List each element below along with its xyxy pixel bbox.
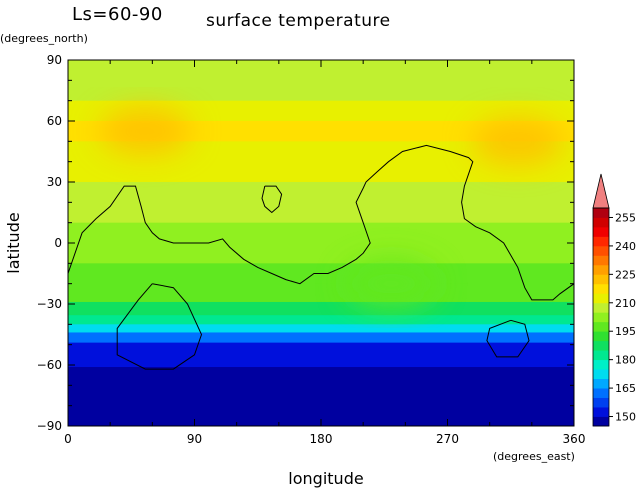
colorbar-swatch <box>593 321 609 332</box>
colorbar-swatch <box>593 274 609 285</box>
colorbar-swatch <box>593 293 609 304</box>
temperature-extremum <box>99 107 192 156</box>
temperature-band <box>68 222 574 244</box>
colorbar-swatch <box>593 264 609 275</box>
colorbar-tick-label: 255 <box>615 211 636 224</box>
colorbar-swatch <box>593 217 609 228</box>
x-unit-label: (degrees_east) <box>493 450 575 463</box>
colorbar-tick-label: 240 <box>615 240 636 253</box>
season-label: Ls=60-90 <box>72 4 163 25</box>
temperature-band <box>68 182 574 203</box>
temperature-band <box>68 342 574 368</box>
temperature-extremum <box>345 259 438 308</box>
temperature-band <box>68 301 574 316</box>
y-tick-label: −90 <box>37 419 62 433</box>
x-tick-label: 90 <box>187 432 202 446</box>
colorbar-swatch <box>593 340 609 351</box>
colorbar-swatch <box>593 369 609 380</box>
colorbar-swatch <box>593 226 609 237</box>
y-tick-label: −30 <box>37 297 62 311</box>
colorbar-swatch <box>593 208 609 218</box>
colorbar-frame <box>592 207 610 427</box>
topography-contours <box>68 144 574 370</box>
colorbar-swatch <box>593 388 609 398</box>
contour-line <box>486 319 530 358</box>
temperature-band <box>68 141 574 163</box>
x-tick-label: 360 <box>563 432 586 446</box>
y-tick-label: 60 <box>47 114 62 128</box>
contour-line <box>261 185 283 214</box>
y-tick-label: 0 <box>54 236 62 250</box>
y-axis-label: latitude <box>4 212 23 273</box>
temperature-band <box>68 100 574 122</box>
temperature-extrema <box>99 107 564 308</box>
colorbar-tick-label: 150 <box>615 411 636 424</box>
x-tick-label: 180 <box>310 432 333 446</box>
temperature-band <box>68 80 574 102</box>
colorbar-swatch <box>593 407 609 417</box>
colorbar-swatch <box>593 312 609 323</box>
x-tick-label: 0 <box>64 432 72 446</box>
temperature-band <box>68 315 574 325</box>
colorbar-swatch <box>593 302 609 313</box>
colorbar-swatch <box>593 255 609 266</box>
y-tick-label: −60 <box>37 358 62 372</box>
temperature-band <box>68 332 574 344</box>
temperature-band <box>68 202 574 224</box>
temperature-bands <box>68 60 574 426</box>
colorbar-arrow <box>592 173 610 209</box>
colorbar-swatch <box>593 245 609 256</box>
plot-area <box>68 60 574 426</box>
temperature-band <box>68 324 574 333</box>
contour-line <box>68 144 574 301</box>
colorbar-swatch <box>593 359 609 370</box>
x-tick-label: 270 <box>436 432 459 446</box>
temperature-band <box>68 367 574 402</box>
colorbar-tick-label: 210 <box>615 297 636 310</box>
x-axis-label: longitude <box>288 469 363 488</box>
temperature-band <box>68 121 574 142</box>
temperature-band <box>68 161 574 183</box>
colorbar-swatch <box>593 397 609 408</box>
y-tick-label: 90 <box>47 53 62 67</box>
colorbar-swatch <box>593 283 609 294</box>
colorbar-tick-label: 225 <box>615 268 636 281</box>
colorbar-tick-label: 195 <box>615 325 636 338</box>
chart-title: surface temperature <box>206 11 391 31</box>
colorbar-swatch <box>593 331 609 342</box>
contour-line <box>116 283 203 370</box>
colorbar-swatch <box>593 378 609 389</box>
temperature-band <box>68 283 574 303</box>
colorbar-tick-label: 165 <box>615 382 636 395</box>
colorbar-tick-label: 180 <box>615 354 636 367</box>
colorbar: 150 165 180 195 210 225 240 255 <box>592 173 636 427</box>
y-axis-ticks: 90 60 30 0 −30 −60 −90 <box>37 53 574 433</box>
temperature-band <box>68 243 574 264</box>
temperature-extremum <box>471 117 564 166</box>
colorbar-swatch <box>593 350 609 361</box>
colorbar-swatch <box>593 236 609 247</box>
y-unit-label: (degrees_north) <box>0 32 88 45</box>
colorbar-swatch <box>593 416 609 427</box>
x-axis-ticks: 0 90 180 270 360 <box>64 60 585 446</box>
y-tick-label: 30 <box>47 175 62 189</box>
